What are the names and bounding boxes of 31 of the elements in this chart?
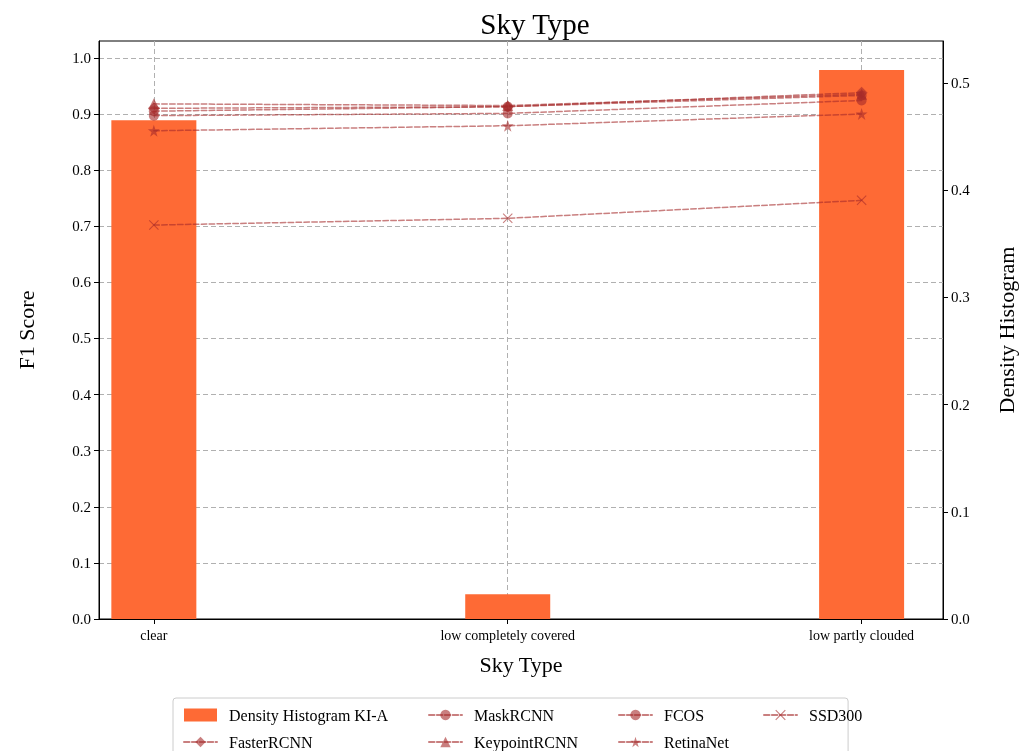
y2-axis-title: Density Histogram <box>993 246 1019 414</box>
legend-label: KeypointRCNN <box>474 733 579 751</box>
legend-label: Density Histogram KI-A <box>229 706 389 725</box>
y-tick-label: 0.7 <box>72 218 92 235</box>
y-axis-title: F1 Score <box>13 290 39 370</box>
y-tick-label: 0.9 <box>72 105 91 122</box>
y2-tick-label: 0.0 <box>951 611 970 627</box>
x-axis-title: Sky Type <box>479 651 563 677</box>
x-tick-label: low completely covered <box>440 627 575 643</box>
y2-tick-label: 0.1 <box>951 503 970 520</box>
y-tick-label: 0.4 <box>72 386 92 403</box>
x-tick-label: low partly clouded <box>809 627 915 643</box>
legend-label: FasterRCNN <box>229 733 313 751</box>
y-tick-label: 0.6 <box>72 274 92 291</box>
legend-label: MaskRCNN <box>474 706 555 724</box>
legend-label: FCOS <box>664 706 705 724</box>
y2-tick-label: 0.5 <box>951 74 970 91</box>
y-tick-label: 0.2 <box>72 498 91 515</box>
y-tick-label: 0.1 <box>72 554 91 571</box>
legend-label: SSD300 <box>809 706 863 724</box>
legend-label: RetinaNet <box>664 733 730 751</box>
y-tick-label: 0.0 <box>72 611 91 627</box>
y-tick-label: 0.8 <box>72 162 91 179</box>
chart-title: Sky Type <box>480 7 590 40</box>
y2-tick-label: 0.4 <box>951 182 971 199</box>
y-tick-label: 0.3 <box>72 442 91 459</box>
y-tick-label: 0.5 <box>72 330 91 347</box>
y2-tick-label: 0.2 <box>951 396 970 413</box>
y2-tick-label: 0.3 <box>951 289 970 306</box>
y-tick-label: 1.0 <box>72 49 91 66</box>
x-tick-label: clear <box>140 627 168 643</box>
